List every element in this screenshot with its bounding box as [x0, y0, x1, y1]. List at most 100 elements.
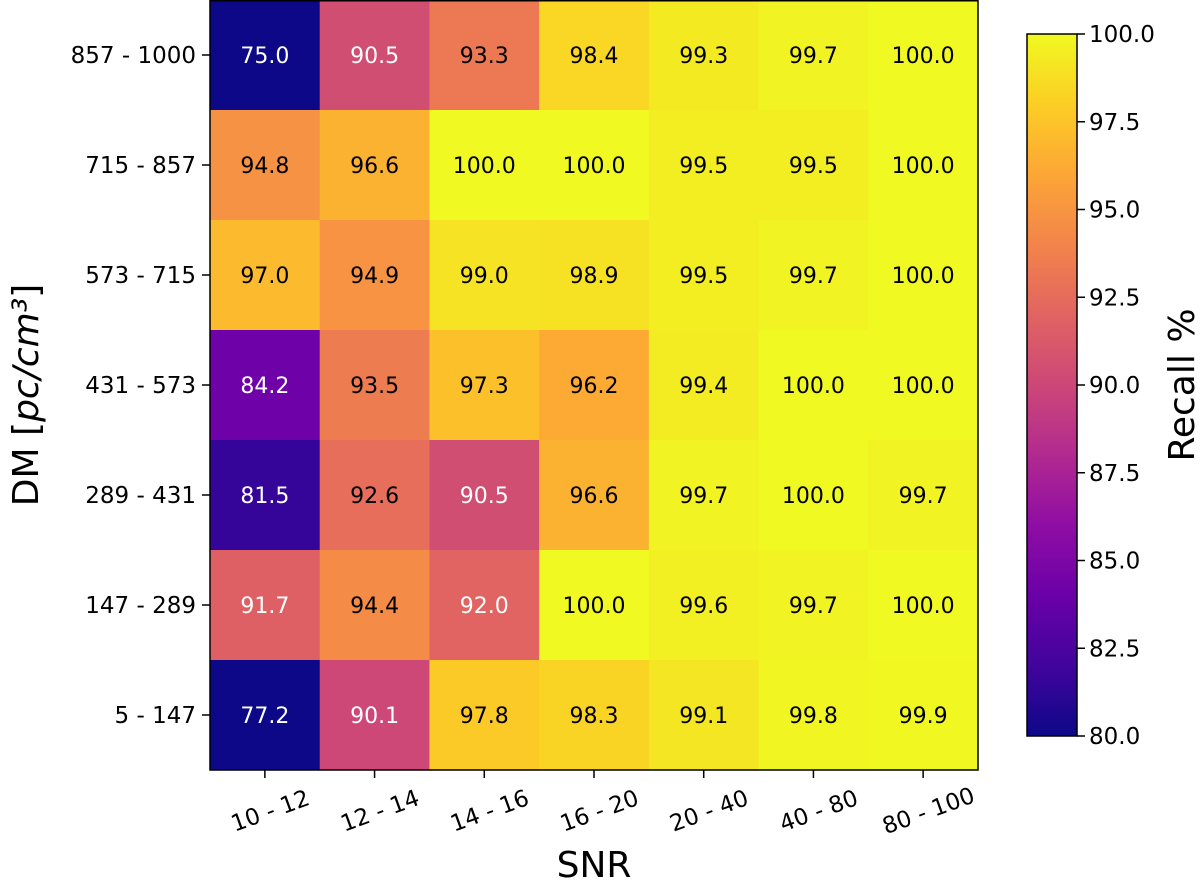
x-tick-label: 10 - 12: [228, 785, 313, 837]
cell-value-label: 94.4: [350, 594, 399, 619]
x-axis-title: SNR: [557, 845, 632, 882]
cell-value-label: 99.7: [679, 484, 728, 509]
x-tick-label: 20 - 40: [667, 785, 752, 837]
cell-value-label: 100.0: [782, 484, 845, 509]
heatmap-cell: [758, 110, 869, 221]
cell-value-label: 92.6: [350, 484, 399, 509]
heatmap-cell: [210, 110, 321, 221]
cell-value-label: 84.2: [240, 374, 289, 399]
cell-value-label: 100.0: [563, 594, 626, 619]
heatmap-cell: [648, 330, 760, 441]
colorbar-tick-label: 85.0: [1089, 549, 1140, 575]
heatmap-cell: [539, 220, 650, 331]
cell-value-label: 92.0: [460, 594, 509, 619]
y-tick-label: 431 - 573: [85, 373, 196, 399]
cell-value-label: 97.0: [240, 264, 289, 289]
cell-value-label: 94.8: [240, 154, 289, 179]
heatmap-cell: [648, 440, 760, 551]
colorbar: [1026, 33, 1078, 737]
heatmap-cell: [429, 440, 540, 551]
heatmap-cell: [648, 0, 760, 111]
cell-value-label: 99.5: [789, 154, 838, 179]
cell-value-label: 99.0: [460, 264, 509, 289]
heatmap-cell: [868, 110, 979, 221]
x-tick-label: 80 - 100: [879, 783, 978, 840]
cell-value-label: 93.5: [350, 374, 399, 399]
heatmap-cell: [319, 110, 430, 221]
heatmap-cell: [758, 220, 869, 331]
heatmap-cell: [210, 550, 321, 661]
heatmap-cell: [648, 110, 760, 221]
heatmap-cell: [319, 660, 430, 771]
cell-value-label: 99.4: [679, 374, 728, 399]
cell-value-label: 77.2: [240, 704, 289, 729]
heatmap-cell: [868, 440, 979, 551]
colorbar-tick-label: 92.5: [1089, 285, 1140, 311]
heatmap-cell: [868, 660, 979, 771]
heatmap-cell: [210, 660, 321, 771]
heatmap-cell: [429, 330, 540, 441]
cell-value-label: 100.0: [892, 374, 955, 399]
x-tick-label: 16 - 20: [557, 785, 642, 837]
heatmap-cell: [319, 0, 430, 111]
cell-value-label: 97.3: [460, 374, 509, 399]
heatmap-cell: [539, 660, 650, 771]
heatmap-cell: [319, 330, 430, 441]
cell-value-label: 100.0: [892, 44, 955, 69]
cell-value-label: 91.7: [240, 594, 289, 619]
cell-value-label: 99.5: [679, 264, 728, 289]
cell-value-label: 100.0: [892, 154, 955, 179]
heatmap-cell: [319, 550, 430, 661]
heatmap-cell: [429, 220, 540, 331]
x-tick-label: 14 - 16: [447, 785, 532, 837]
heatmap-cell: [539, 110, 650, 221]
x-tick-label: 40 - 80: [776, 785, 861, 837]
y-tick-label: 289 - 431: [85, 483, 196, 509]
y-axis-ticks: 857 - 1000 715 - 857 573 - 715 431 - 573 289…: [71, 43, 210, 729]
heatmap-cell: [429, 550, 540, 661]
cell-value-label: 75.0: [240, 44, 289, 69]
y-axis-title: DM [pc/cm³]: [6, 284, 47, 506]
heatmap-cell: [539, 0, 650, 111]
heatmap-cell: [539, 440, 650, 551]
heatmap-cell: [429, 110, 540, 221]
heatmap-cell: [648, 220, 760, 331]
colorbar-title: Recall %: [1162, 308, 1200, 461]
heatmap-cell: [868, 0, 979, 111]
heatmap-cell: [319, 220, 430, 331]
heatmap-cell: [758, 550, 869, 661]
heatmap-cell: [210, 440, 321, 551]
cell-value-label: 96.2: [570, 374, 619, 399]
heatmap-cell: [429, 660, 540, 771]
cell-value-label: 99.7: [899, 484, 948, 509]
heatmap-cell: [868, 220, 979, 331]
heatmap-cell: [539, 330, 650, 441]
cell-value-label: 99.6: [679, 594, 728, 619]
heatmap-cell: [648, 660, 760, 771]
y-tick-label: 715 - 857: [85, 153, 196, 179]
cell-value-label: 98.3: [570, 704, 619, 729]
cell-value-label: 99.9: [899, 704, 948, 729]
cell-value-label: 99.1: [679, 704, 728, 729]
cell-value-label: 97.8: [460, 704, 509, 729]
heatmap-cell: [210, 330, 321, 441]
colorbar-tick-label: 87.5: [1089, 461, 1140, 487]
heatmap-cell: [758, 0, 869, 111]
heatmap-cell: [210, 0, 321, 111]
heatmap-cell: [758, 660, 869, 771]
x-tick-label: 12 - 14: [337, 785, 422, 837]
cell-value-label: 99.3: [679, 44, 728, 69]
colorbar-tick-label: 82.5: [1089, 636, 1140, 662]
heatmap-cell: [210, 220, 321, 331]
colorbar-tick-label: 80.0: [1089, 724, 1140, 750]
colorbar-ticks: 80.0 82.5 85.0 87.5 90.0 92.5 95.0 97.5 100.0: [1077, 22, 1155, 750]
y-tick-label: 857 - 1000: [71, 43, 196, 69]
cell-value-label: 81.5: [240, 484, 289, 509]
cell-value-label: 98.4: [570, 44, 619, 69]
colorbar-tick-label: 97.5: [1089, 110, 1140, 136]
cell-value-label: 100.0: [563, 154, 626, 179]
cell-value-label: 99.5: [679, 154, 728, 179]
y-tick-label: 573 - 715: [85, 263, 196, 289]
heatmap-cell: [758, 440, 869, 551]
